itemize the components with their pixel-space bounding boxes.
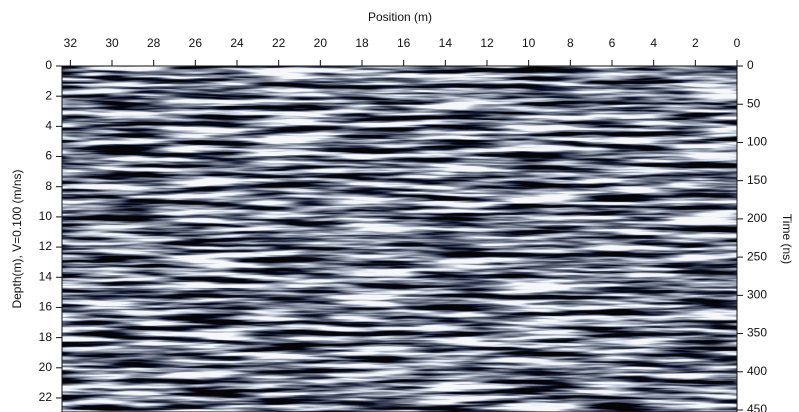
x-tick-label: 16	[397, 36, 411, 50]
y-tick-label: 0	[45, 58, 52, 72]
y-tick-label: 14	[39, 269, 53, 283]
plot-frame	[61, 65, 738, 412]
y2-tick-label: 400	[747, 364, 767, 378]
y2-tick-label: 250	[747, 249, 767, 263]
x-tick-label: 22	[272, 36, 286, 50]
x-tick-label: 32	[64, 36, 78, 50]
y2-tick-label: 200	[747, 211, 767, 225]
x-tick-label: 8	[567, 36, 574, 50]
y-axis-label: Depth(m), V=0.100 (m/ns)	[10, 169, 24, 308]
x-tick-label: 18	[355, 36, 369, 50]
y2-tick-label: 450	[747, 402, 767, 412]
x-tick-label: 12	[480, 36, 494, 50]
y-tick-label: 20	[39, 360, 53, 374]
x-tick-label: 30	[105, 36, 119, 50]
x-tick-label: 20	[314, 36, 328, 50]
y2-tick-label: 50	[747, 96, 761, 110]
x-axis-label: Position (m)	[368, 10, 432, 24]
y2-tick-label: 100	[747, 135, 767, 149]
y-tick-label: 10	[39, 209, 53, 223]
x-tick-label: 26	[189, 36, 203, 50]
y2-tick-label: 0	[747, 58, 754, 72]
x-tick-label: 6	[609, 36, 616, 50]
y-tick-label: 4	[45, 119, 52, 133]
x-tick-label: 4	[650, 36, 657, 50]
radargram-image	[62, 66, 737, 412]
x-tick-label: 10	[522, 36, 536, 50]
y-tick-label: 16	[39, 300, 53, 314]
y2-tick-label: 150	[747, 173, 767, 187]
y-tick-label: 2	[45, 88, 52, 102]
y-tick-label: 22	[39, 390, 53, 404]
x-tick-label: 0	[734, 36, 741, 50]
y-tick-label: 6	[45, 149, 52, 163]
y2-tick-label: 300	[747, 288, 767, 302]
x-tick-label: 14	[439, 36, 453, 50]
x-tick-label: 24	[230, 36, 244, 50]
y-tick-label: 18	[39, 330, 53, 344]
y2-tick-label: 350	[747, 326, 767, 340]
y-tick-label: 8	[45, 179, 52, 193]
y-tick-label: 12	[39, 239, 53, 253]
x-tick-label: 28	[147, 36, 161, 50]
y2-axis-label: Time (ns)	[780, 214, 794, 264]
x-tick-label: 2	[692, 36, 699, 50]
